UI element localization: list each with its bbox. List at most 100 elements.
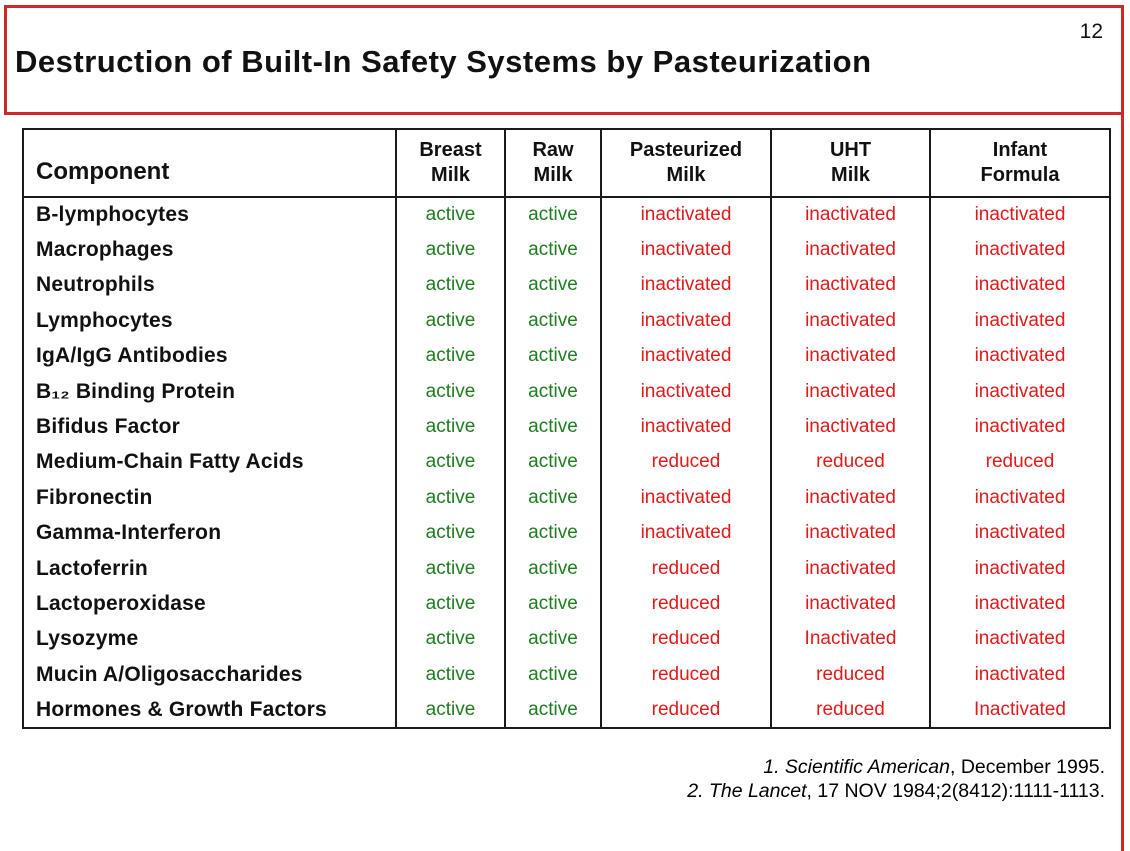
status-value: active [395,480,505,516]
status-value: inactivated [929,373,1110,410]
component-name: Lactoperoxidase [36,591,206,615]
status-value: inactivated [929,657,1110,693]
status-value: inactivated [770,586,930,622]
status-value: reduced [929,444,1110,481]
status-value: reduced [600,657,771,693]
component-name: Fibronectin [36,485,153,509]
table-row: Fibronectin active active inactivated inacti… [23,480,1110,516]
status-value: active [395,409,505,445]
status-value: active [395,586,505,622]
status-value: reduced [600,692,771,728]
table-row: Neutrophils active active inactivated inacti… [23,267,1110,304]
status-value: inactivated [770,303,930,339]
status-value: inactivated [600,197,771,233]
status-value: inactivated [770,550,930,587]
status-value: active [395,515,505,551]
status-value: reduced [600,550,771,587]
status-value: Inactivated [770,621,930,658]
status-value: inactivated [929,232,1110,268]
component-name: IgA/IgG Antibodies [36,344,228,368]
status-value: active [504,657,601,693]
status-value: active [395,197,505,233]
status-value: inactivated [600,338,771,374]
status-value: inactivated [770,232,930,268]
footnote-2-detail: , 17 NOV 1984;2(8412):1111-1113. [806,779,1105,802]
component-name: Hormones & Growth Factors [36,697,327,721]
status-value: reduced [770,692,930,728]
footnote-2: 2. The Lancet, 17 NOV 1984;2(8412):1111-… [687,780,1105,804]
table-row: Lymphocytes active active inactivated inacti… [23,303,1110,339]
status-value: active [395,692,505,728]
component-name: Macrophages [36,238,174,262]
footnote-1-source: 1. Scientific American [763,756,950,778]
status-value: active [504,550,601,587]
status-value: inactivated [770,197,930,233]
status-value: inactivated [929,586,1110,622]
status-value: inactivated [770,373,930,410]
component-name: B-lymphocytes [36,203,190,227]
title-bar: 12 Destruction of Built-In Safety System… [4,5,1124,115]
status-value: inactivated [770,515,930,551]
table-row: Hormones & Growth Factors active active red… [23,692,1110,728]
status-value: reduced [770,444,930,481]
col-header-breast-milk: Breast Milk [395,129,505,198]
status-value: inactivated [600,373,771,410]
status-value: inactivated [600,267,771,304]
status-value: active [504,480,601,516]
status-value: inactivated [770,267,930,304]
status-value: inactivated [770,338,930,374]
component-name: Bifidus Factor [36,415,180,439]
component-name: B₁₂ Binding Protein [36,379,236,403]
status-value: reduced [770,657,930,693]
status-value: active [504,338,601,374]
status-value: inactivated [600,303,771,339]
status-value: inactivated [600,409,771,445]
right-border-line [1121,114,1124,851]
col-header-infant-formula: Infant Formula [929,129,1110,198]
status-value: active [395,550,505,587]
status-value: inactivated [600,515,771,551]
status-value: active [395,267,505,304]
status-value: inactivated [929,267,1110,304]
component-name: Neutrophils [36,273,155,297]
table-row: Mucin A/Oligosaccharides active active redu… [23,657,1110,693]
table-header-row: Component Breast Milk Raw Milk Pasteurized … [23,129,1110,198]
status-value: inactivated [929,480,1110,516]
component-name: Medium-Chain Fatty Acids [36,450,304,474]
status-value: inactivated [770,409,930,445]
component-name: Lysozyme [36,627,139,651]
status-value: reduced [600,586,771,622]
status-value: active [504,232,601,268]
status-value: inactivated [600,480,771,516]
component-name: Mucin A/Oligosaccharides [36,662,303,686]
status-value: active [504,444,601,481]
slide-title: Destruction of Built-In Safety Systems b… [15,44,872,79]
status-value: inactivated [929,338,1110,374]
status-value: reduced [600,444,771,481]
footnote-1-detail: , December 1995. [949,756,1105,778]
table-row: B-lymphocytes active active inactivated inac… [23,197,1110,233]
footnote-2-source: 2. The Lancet [687,779,807,802]
component-name: Lactoferrin [36,556,148,580]
status-value: reduced [600,621,771,658]
table-row: Macrophages active active inactivated inacti… [23,232,1110,268]
table-row: B₁₂ Binding Protein active active inactivat… [23,373,1110,410]
status-value: active [395,303,505,339]
status-value: active [504,373,601,410]
footnote-1: 1. Scientific American, December 1995. [687,756,1105,780]
table-row: Bifidus Factor active active inactivated ina… [23,409,1110,445]
status-value: inactivated [929,515,1110,551]
status-value: active [395,232,505,268]
status-value: active [504,515,601,551]
status-value: active [504,586,601,622]
status-value: inactivated [929,550,1110,587]
components-table: Component Breast Milk Raw Milk Pasteurized … [22,128,1111,729]
table-row: Gamma-Interferon active active inactivated i… [23,515,1110,551]
status-value: active [504,409,601,445]
table-row: Medium-Chain Fatty Acids active active redu… [23,444,1110,481]
table-row: IgA/IgG Antibodies active active inactivate… [23,338,1110,374]
col-header-uht-milk: UHT Milk [770,129,930,198]
table-row: Lactoferrin active active reduced inactivate… [23,550,1110,587]
status-value: active [504,692,601,728]
status-value: active [504,621,601,658]
